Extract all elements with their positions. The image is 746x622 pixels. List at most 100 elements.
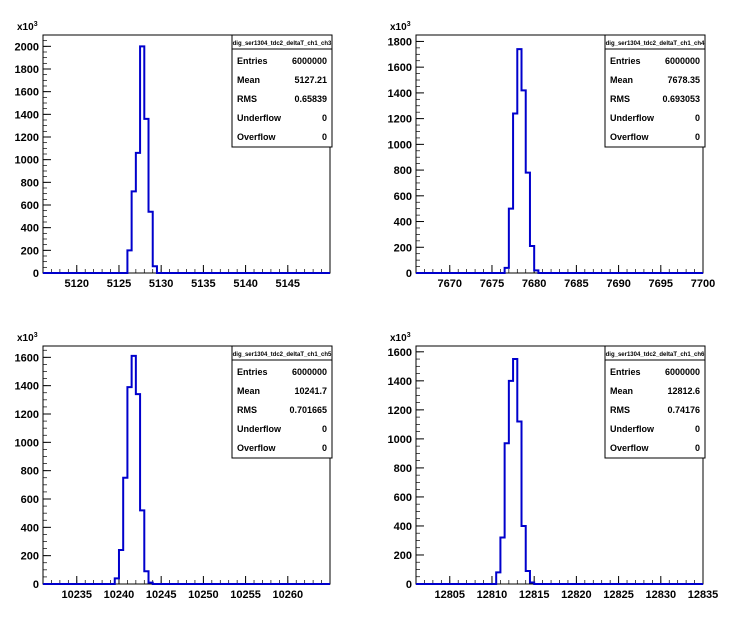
- y-tick-label: 1000: [15, 437, 39, 449]
- histogram-bin: [509, 209, 513, 273]
- stat-value: 0: [695, 443, 700, 453]
- x-tick-label: 12810: [477, 589, 508, 601]
- y-tick-label: 1600: [15, 352, 39, 364]
- histogram-title: dig_ser1304_tdc2_deltaT_ch1_ch3: [233, 41, 332, 47]
- y-tick-label: 2000: [15, 41, 39, 53]
- stat-value: 10241.7: [294, 386, 327, 396]
- histogram-panel-1: 5120 5125 5130 5135 5140 5145 0 200 400 600 800 100…: [15, 21, 333, 290]
- histogram-bin: [513, 113, 517, 273]
- stat-label: Entries: [610, 367, 641, 377]
- y-tick-label: 1200: [388, 114, 412, 126]
- stat-value: 0: [322, 132, 327, 142]
- histogram-line: [416, 48, 703, 274]
- y-exponent-label: x103: [390, 332, 411, 344]
- histogram-title: dig_ser1304_tdc2_deltaT_ch1_ch6: [606, 352, 705, 358]
- y-tick-label: 800: [21, 177, 39, 189]
- stat-label: Overflow: [237, 443, 277, 453]
- y-exponent-label: x103: [390, 21, 411, 33]
- histogram-bin: [496, 572, 500, 584]
- stat-value: 0: [695, 132, 700, 142]
- stats-box-frame: [604, 345, 706, 459]
- x-tick-label: 7700: [691, 278, 715, 290]
- y-tick-label: 200: [21, 551, 39, 563]
- x-tick-label: 10255: [230, 589, 261, 601]
- histogram-bin: [136, 153, 140, 273]
- y-tick-label: 1400: [388, 376, 412, 388]
- y-tick-label: 1000: [388, 139, 412, 151]
- y-tick-label: 1600: [15, 87, 39, 99]
- stat-label: Underflow: [237, 424, 282, 434]
- y-tick-label: 1800: [15, 64, 39, 76]
- y-tick-label: 1600: [388, 62, 412, 74]
- histogram-bin: [509, 381, 513, 584]
- histogram-bin: [534, 270, 538, 273]
- y-tick-label: 1200: [388, 405, 412, 417]
- y-tick-label: 400: [21, 522, 39, 534]
- histogram-line: [43, 354, 330, 585]
- y-tick-label: 1400: [15, 381, 39, 393]
- y-tick-label: 1000: [388, 434, 412, 446]
- histogram-title: dig_ser1304_tdc2_deltaT_ch1_ch4: [606, 41, 705, 47]
- x-tick-label: 7680: [522, 278, 546, 290]
- stat-value: 0.74176: [667, 405, 700, 415]
- stat-label: Entries: [610, 56, 641, 66]
- stat-label: Mean: [610, 75, 633, 85]
- x-tick-label: 5140: [233, 278, 257, 290]
- histogram-line: [43, 45, 330, 274]
- stats-box-frame: [604, 34, 706, 148]
- histogram-panel-2: 7670 7675 7680 7685 7690 7695 7700 0 200 400 600 80…: [388, 21, 716, 290]
- stat-value: 0: [322, 443, 327, 453]
- x-tick-label: 12805: [434, 589, 465, 601]
- stat-value: 0.693053: [662, 94, 700, 104]
- stat-value: 0.65839: [294, 94, 327, 104]
- histogram-bin: [123, 478, 127, 584]
- x-tick-label: 10235: [61, 589, 92, 601]
- stat-label: RMS: [237, 405, 257, 415]
- histogram-bin: [140, 46, 144, 273]
- x-tick-label: 10250: [188, 589, 219, 601]
- histogram-bin: [526, 173, 530, 273]
- histogram-bin: [517, 421, 521, 584]
- y-tick-label: 1800: [388, 36, 412, 48]
- histogram-panel-3: 10235 10240 10245 10250 10255 10260 0 200 400 600…: [15, 332, 333, 601]
- y-tick-label: 1600: [388, 347, 412, 359]
- y-tick-label: 200: [394, 242, 412, 254]
- histogram-bin: [505, 268, 509, 273]
- histogram-bin: [140, 510, 144, 584]
- y-tick-label: 0: [33, 579, 39, 591]
- stat-label: Mean: [237, 386, 260, 396]
- stat-value: 5127.21: [294, 75, 327, 85]
- y-tick-label: 0: [406, 579, 412, 591]
- stat-label: Mean: [237, 75, 260, 85]
- histogram-bin: [149, 212, 153, 273]
- x-tick-label: 7685: [564, 278, 588, 290]
- stat-value: 6000000: [292, 367, 327, 377]
- histogram-bin: [530, 246, 534, 273]
- stat-value: 7678.35: [667, 75, 700, 85]
- histogram-bin: [522, 526, 526, 584]
- x-tick-label: 10240: [104, 589, 135, 601]
- stat-label: Entries: [237, 56, 268, 66]
- stat-value: 6000000: [665, 56, 700, 66]
- stats-box-frame: [231, 34, 333, 148]
- histogram-bin: [119, 550, 123, 584]
- y-tick-label: 400: [21, 223, 39, 235]
- y-tick-label: 600: [394, 492, 412, 504]
- y-tick-label: 600: [21, 494, 39, 506]
- histogram-bin: [144, 571, 148, 584]
- histogram-bin: [526, 571, 530, 584]
- stat-label: Underflow: [610, 113, 655, 123]
- stat-label: RMS: [237, 94, 257, 104]
- stat-label: Underflow: [237, 113, 282, 123]
- x-tick-label: 5135: [191, 278, 215, 290]
- histogram-bin: [153, 266, 157, 273]
- y-tick-label: 400: [394, 521, 412, 533]
- y-tick-label: 0: [406, 268, 412, 280]
- x-tick-label: 12835: [688, 589, 719, 601]
- histogram-bin: [530, 583, 534, 584]
- histogram-bin: [500, 538, 504, 584]
- y-tick-label: 0: [33, 268, 39, 280]
- y-tick-label: 800: [21, 466, 39, 478]
- x-tick-label: 7690: [606, 278, 630, 290]
